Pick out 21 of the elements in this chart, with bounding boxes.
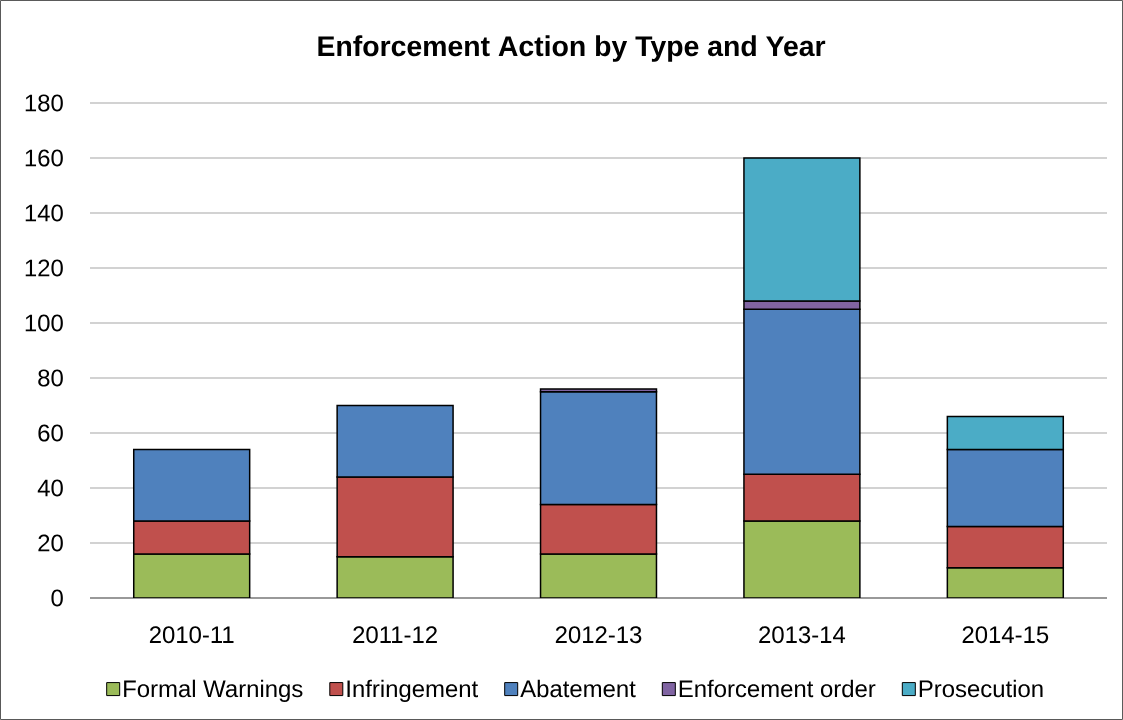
legend-label: Prosecution <box>919 679 1043 698</box>
y-tick-label: 180 <box>25 94 63 112</box>
chart-title: Enforcement Action by Type and Year <box>318 35 826 62</box>
y-tick-label: 60 <box>38 424 63 442</box>
x-tick-label: 2010-11 <box>149 626 234 644</box>
x-tick-label: 2014-15 <box>962 626 1049 644</box>
x-tick-label: 2011-12 <box>353 626 437 644</box>
legend-label: Abatement <box>520 679 636 698</box>
y-tick-label: 140 <box>25 204 63 222</box>
legend-label: Infringement <box>347 679 479 702</box>
x-tick-label: 2013-14 <box>759 626 846 644</box>
y-tick-label: 120 <box>25 259 63 277</box>
y-tick-label: 100 <box>25 314 63 332</box>
legend-label: Formal Warnings <box>124 679 303 702</box>
x-tick-label: 2012-13 <box>555 626 642 644</box>
y-tick-label: 160 <box>25 149 63 167</box>
y-tick-label: 40 <box>37 479 63 497</box>
y-tick-label: 20 <box>38 534 63 552</box>
y-tick-label: 0 <box>51 589 63 607</box>
y-tick-label: 80 <box>38 369 63 387</box>
legend-label: Enforcement order <box>679 679 876 698</box>
